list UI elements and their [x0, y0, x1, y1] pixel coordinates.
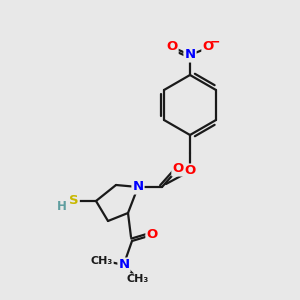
- Text: CH₃: CH₃: [127, 274, 149, 284]
- Text: O: O: [184, 164, 196, 178]
- Text: O: O: [146, 229, 158, 242]
- Text: N: N: [132, 181, 144, 194]
- Text: S: S: [69, 194, 79, 208]
- Text: O: O: [172, 163, 184, 176]
- Text: CH₃: CH₃: [91, 256, 113, 266]
- Text: H: H: [57, 200, 67, 214]
- Text: −: −: [210, 35, 220, 49]
- Text: O: O: [167, 40, 178, 53]
- Text: O: O: [202, 40, 214, 53]
- Text: N: N: [118, 259, 130, 272]
- Text: N: N: [184, 49, 196, 62]
